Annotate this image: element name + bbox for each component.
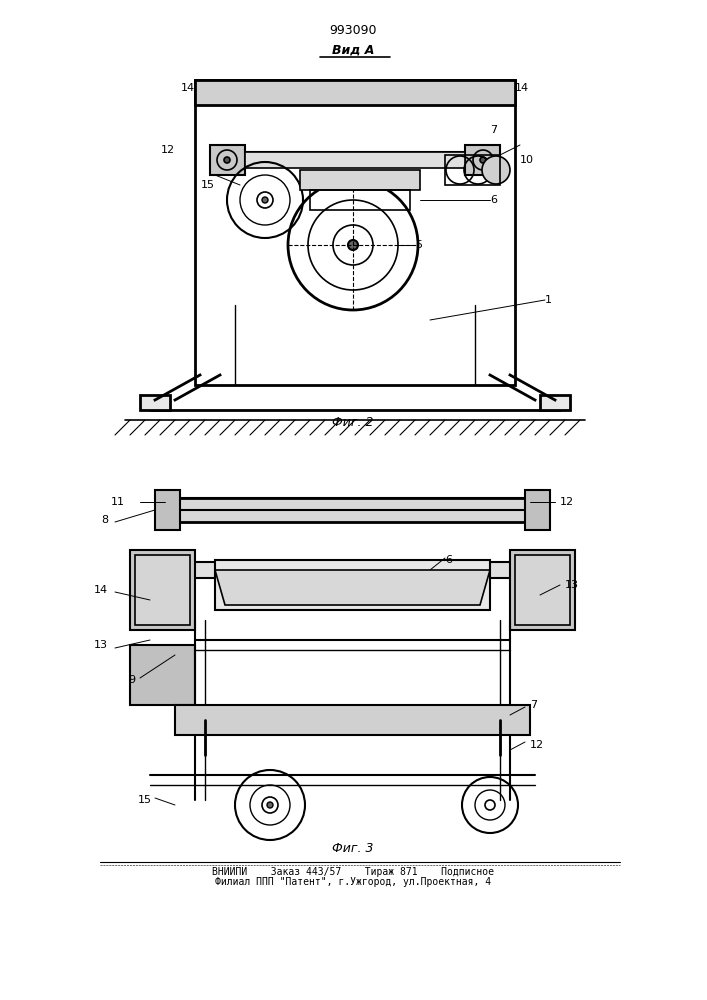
Bar xyxy=(525,490,550,530)
Circle shape xyxy=(348,240,358,250)
Bar xyxy=(540,395,570,410)
Text: 7: 7 xyxy=(490,125,497,135)
Text: Фиг. 2: Фиг. 2 xyxy=(332,416,374,428)
Text: 14: 14 xyxy=(515,83,529,93)
Bar xyxy=(215,560,490,610)
Circle shape xyxy=(262,197,268,203)
Text: ВНИИПИ    Заказ 443/57    Тираж 871    Подписное: ВНИИПИ Заказ 443/57 Тираж 871 Подписное xyxy=(212,867,494,877)
Text: 6: 6 xyxy=(445,555,452,565)
Text: 12: 12 xyxy=(161,145,175,155)
Text: 5: 5 xyxy=(415,240,422,250)
Bar xyxy=(130,550,195,630)
Bar xyxy=(175,562,530,578)
Bar xyxy=(300,170,420,190)
Bar xyxy=(130,645,195,705)
Circle shape xyxy=(482,156,510,184)
Circle shape xyxy=(224,157,230,163)
Text: 13: 13 xyxy=(94,640,108,650)
Bar xyxy=(445,155,500,185)
Text: 12: 12 xyxy=(560,497,574,507)
Bar xyxy=(245,152,465,168)
Text: 14: 14 xyxy=(181,83,195,93)
Bar xyxy=(155,490,180,530)
Bar xyxy=(195,80,515,105)
Bar xyxy=(135,555,190,625)
Text: 9: 9 xyxy=(128,675,135,685)
Polygon shape xyxy=(215,570,490,605)
Text: 993090: 993090 xyxy=(329,23,377,36)
Text: 13: 13 xyxy=(565,580,579,590)
Bar xyxy=(165,498,540,522)
Text: 6: 6 xyxy=(490,195,497,205)
Text: Фиг. 3: Фиг. 3 xyxy=(332,842,374,854)
Bar xyxy=(310,190,410,210)
Text: 11: 11 xyxy=(111,497,125,507)
Circle shape xyxy=(480,157,486,163)
Text: 14: 14 xyxy=(94,585,108,595)
Text: 10: 10 xyxy=(520,155,534,165)
Bar xyxy=(195,80,515,385)
Text: Филиал ППП "Патент", г.Ужгород, ул.Проектная, 4: Филиал ППП "Патент", г.Ужгород, ул.Проек… xyxy=(215,877,491,887)
Bar xyxy=(140,395,170,410)
Text: 8: 8 xyxy=(101,515,108,525)
Text: 15: 15 xyxy=(201,180,215,190)
Bar xyxy=(515,555,570,625)
Text: Вид А: Вид А xyxy=(332,43,374,56)
Text: 12: 12 xyxy=(530,740,544,750)
Bar xyxy=(210,145,245,175)
Text: 15: 15 xyxy=(138,795,152,805)
Circle shape xyxy=(267,802,273,808)
Text: 7: 7 xyxy=(530,700,537,710)
Bar xyxy=(175,705,530,735)
Bar xyxy=(465,145,500,175)
Bar xyxy=(510,550,575,630)
Text: 1: 1 xyxy=(545,295,552,305)
